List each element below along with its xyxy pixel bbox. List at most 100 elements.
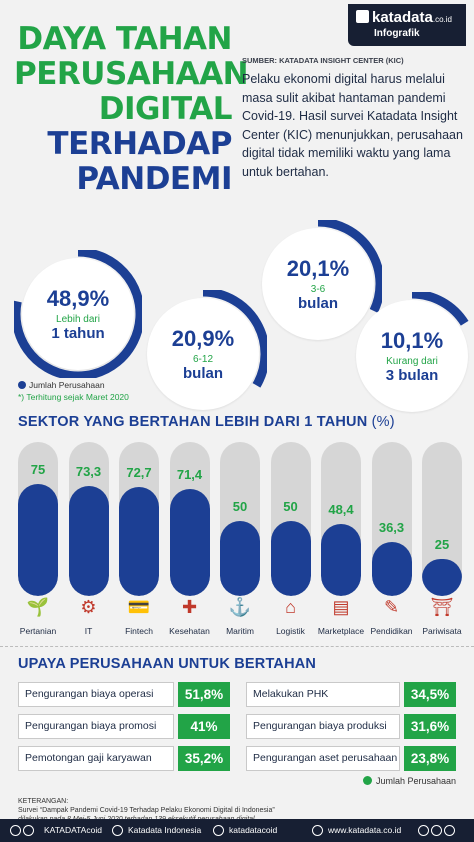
bar-value-label: 72,7 [126, 465, 152, 481]
nd-icon [444, 825, 455, 836]
progress-ring [317, 220, 382, 313]
sector-label: IT [84, 626, 93, 636]
circle-label: Lebih dari [56, 314, 100, 325]
katadata-logo: katadata.co.id Infografik [348, 4, 466, 46]
upaya-value: 31,6% [404, 714, 456, 739]
sector-label: Pendidikan [370, 626, 413, 636]
circle-value: 48,9% [46, 286, 110, 311]
teacher-icon: ✎ [383, 597, 400, 617]
circle-value: 20,9% [171, 326, 235, 351]
upaya-value: 35,2% [178, 746, 230, 771]
sector-label: Pariwisata [422, 626, 462, 636]
bar-value-label: 25 [434, 536, 450, 552]
circle-duration: 1 tahun [51, 325, 105, 342]
circle-label: Kurang dari [386, 356, 438, 367]
upaya-value: 41% [178, 714, 230, 739]
progress-arc [411, 292, 469, 326]
brand-domain: .co.id [432, 15, 452, 24]
bar-value-label: 48,4 [328, 501, 354, 517]
footer-website[interactable]: www.katadata.co.id [328, 825, 402, 835]
progress-arc [317, 220, 382, 313]
bar [119, 487, 159, 596]
survival-circle: 20,9% 6-12 bulan [147, 290, 267, 410]
upaya-value: 34,5% [404, 682, 456, 707]
bar-track [169, 442, 210, 596]
title-line: DIGITAL [98, 91, 233, 127]
footer-handle-facebook[interactable]: Katadata Indonesia [128, 825, 202, 835]
upaya-legend: Jumlah Perusahaan [362, 776, 456, 786]
bar [18, 483, 58, 596]
progress-ring [411, 292, 469, 326]
facebook-icon[interactable] [112, 825, 123, 836]
sector-label: Fintech [125, 626, 153, 636]
network-icon: ⚙ [80, 597, 97, 617]
twitter-icon[interactable] [10, 825, 21, 836]
circle-label: 3-6 [310, 284, 326, 295]
circle-duration: bulan [298, 295, 338, 312]
ship-icon: ⚓ [228, 597, 252, 617]
survival-circle: 20,1% 3-6 bulan [262, 220, 382, 340]
circle-label: 6-12 [192, 354, 213, 365]
survival-legend: Jumlah Perusahaan [18, 380, 105, 390]
upaya-value: 51,8% [178, 682, 230, 707]
keterangan-heading: KETERANGAN: [18, 798, 69, 805]
bar [220, 521, 260, 596]
keterangan-line1: Survei “Dampak Pandemi Covid-19 Terhadap… [18, 807, 275, 814]
upaya-label: Pemotongan gaji karyawan [18, 746, 174, 771]
circle-content: 48,9% Lebih dari 1 tahun [22, 258, 134, 370]
progress-ring [202, 290, 267, 388]
upaya-label: Melakukan PHK [246, 682, 400, 707]
upaya-label: Pengurangan aset perusahaan [246, 746, 400, 771]
footer-social-icons [10, 825, 36, 836]
bar [422, 558, 462, 596]
upaya-row: Pengurangan biaya promosi 41% [18, 714, 230, 739]
page-title: DAYA TAHAN PERUSAHAAN DIGITAL TERHADAP PANDE… [14, 22, 249, 197]
medical-kit-icon: ✚ [181, 597, 198, 617]
bar [169, 489, 210, 596]
temple-icon: ⛩ [430, 597, 454, 617]
upaya-label: Pengurangan biaya produksi [246, 714, 400, 739]
bar-track [371, 442, 412, 596]
bar [68, 486, 109, 596]
source-text: SUMBER: KATADATA INSIGHT CENTER (KIC) [242, 56, 404, 65]
survival-circle: 48,9% Lebih dari 1 tahun [14, 250, 142, 378]
circle-duration: bulan [183, 365, 223, 382]
progress-arc [202, 290, 267, 388]
linkedin-icon[interactable] [23, 825, 34, 836]
bar-track [119, 442, 159, 596]
instagram-icon[interactable] [213, 825, 224, 836]
legend-dot-icon [18, 381, 26, 389]
sector-label: Marketplace [317, 626, 365, 636]
bar-value-label: 73,3 [75, 464, 102, 480]
circle-content: 10,1% Kurang dari 3 bulan [356, 300, 468, 412]
bar [270, 521, 311, 596]
circle-content: 20,1% 3-6 bulan [262, 228, 374, 340]
title-line: TERHADAP [47, 126, 232, 162]
sector-label: Maritim [226, 626, 254, 636]
sector-label: Pertanian [19, 626, 57, 636]
sector-heading-text: SEKTOR YANG BERTAHAN LEBIH DARI 1 TAHUN [18, 414, 368, 430]
footer-handle-twitter[interactable]: KATADATAcoid [44, 825, 102, 835]
upaya-heading: UPAYA PERUSAHAAN UNTUK BERTAHAN [18, 656, 317, 672]
sector-unit: (%) [371, 414, 395, 430]
storefront-icon: ▤ [332, 597, 350, 617]
progress-ring [14, 250, 142, 378]
by-icon [431, 825, 442, 836]
title-line: PANDEMI [76, 161, 232, 197]
bar-value-label: 71,4 [176, 467, 203, 483]
bar-track [68, 442, 109, 596]
circle-value: 20,1% [286, 256, 350, 281]
globe-icon[interactable] [312, 825, 323, 836]
bar [371, 541, 412, 596]
brand-name: katadata [372, 9, 433, 26]
footer-handle-instagram[interactable]: katadatacoid [229, 825, 278, 835]
bar-track [18, 442, 58, 596]
survival-circle: 10,1% Kurang dari 3 bulan [356, 292, 469, 412]
upaya-label: Pengurangan biaya operasi [18, 682, 174, 707]
circle-duration: 3 bulan [385, 367, 439, 384]
upaya-label: Pengurangan biaya promosi [18, 714, 174, 739]
upaya-row: Pengurangan biaya operasi 51,8% [18, 682, 230, 707]
bar-value-label: 50 [283, 499, 298, 515]
brand-tag: Infografik [374, 28, 420, 39]
survival-note: *) Terhitung sejak Maret 2020 [18, 392, 129, 402]
